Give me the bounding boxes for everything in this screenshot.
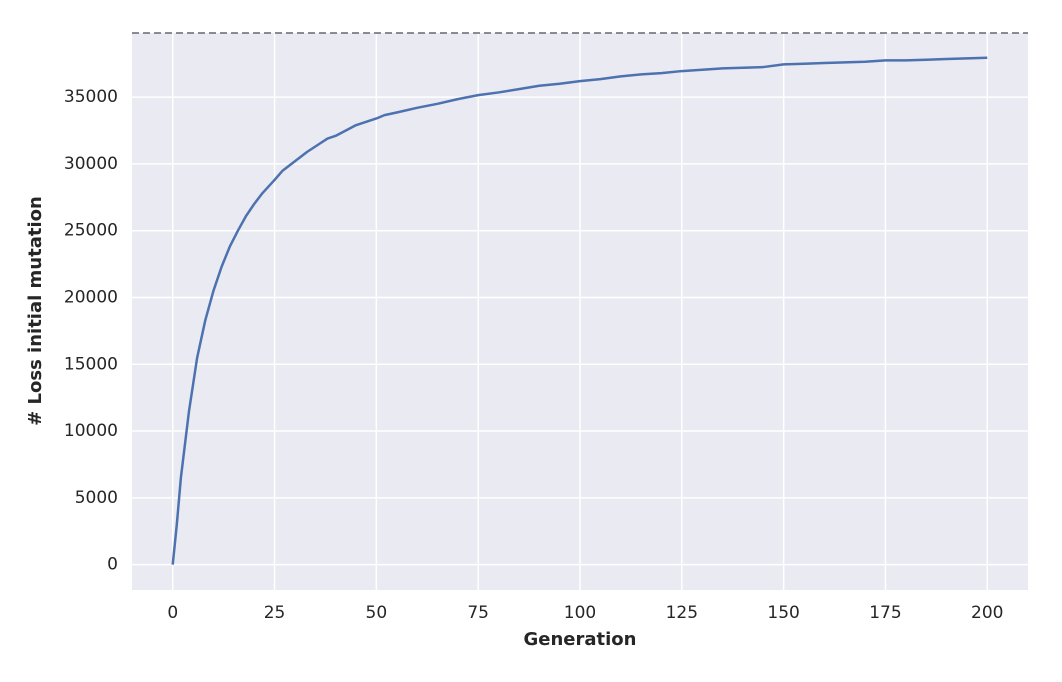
y-tick-label: 15000 (64, 354, 118, 374)
x-tick-label: 200 (971, 603, 1003, 623)
x-tick-label: 75 (467, 603, 489, 623)
y-axis-label: # Loss initial mutation (25, 196, 46, 426)
y-tick-label: 0 (107, 555, 118, 575)
x-tick-label: 100 (564, 603, 596, 623)
x-tick-label: 150 (767, 603, 799, 623)
y-tick-label: 10000 (64, 421, 118, 441)
y-tick-label: 30000 (64, 154, 118, 174)
x-tick-label: 175 (869, 603, 901, 623)
x-axis-label: Generation (524, 629, 637, 650)
x-tick-label: 50 (366, 603, 388, 623)
x-tick-label: 0 (167, 603, 178, 623)
y-tick-label: 25000 (64, 221, 118, 241)
y-tick-label: 5000 (75, 488, 118, 508)
line (171, 56, 988, 565)
x-tick-label: 125 (666, 603, 698, 623)
y-tick-label: 35000 (64, 87, 118, 107)
y-tick-label: 20000 (64, 287, 118, 307)
x-tick-label: 25 (264, 603, 286, 623)
